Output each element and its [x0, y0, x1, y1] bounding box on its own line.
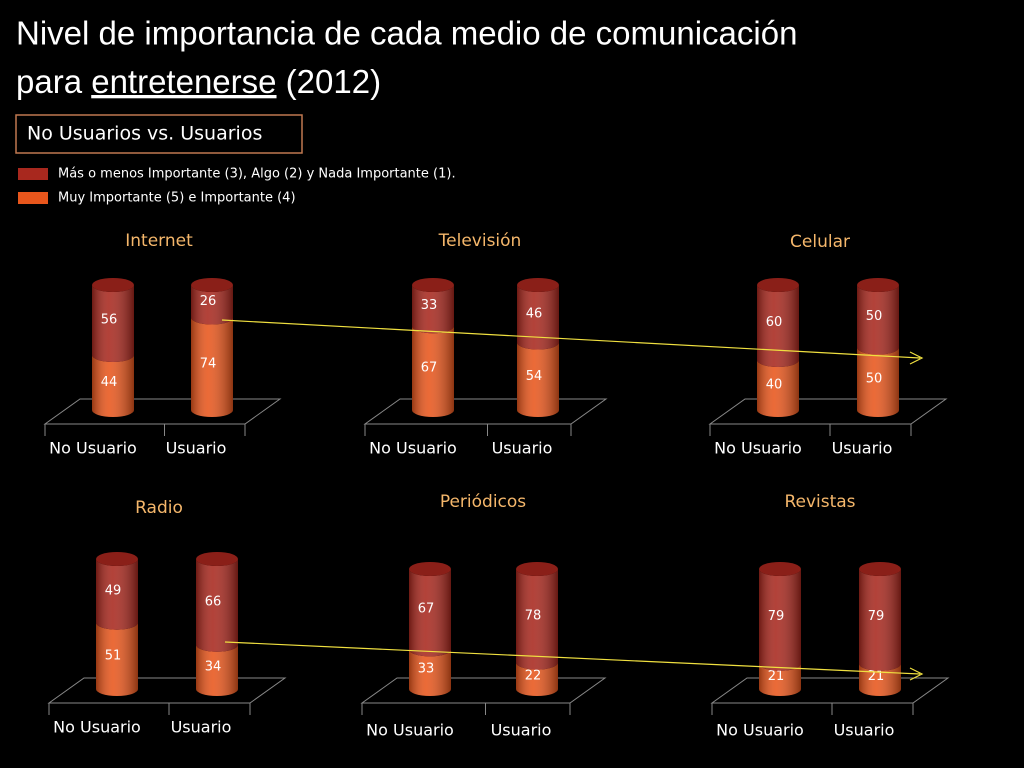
bar-shade [96, 559, 138, 630]
bar-shade [196, 644, 238, 696]
chart-title: Celular [790, 232, 850, 252]
bar-shade [516, 662, 558, 696]
x-tick-label: No Usuario [53, 718, 141, 737]
floor [360, 677, 607, 704]
legend-label: Muy Importante (5) e Importante (4) [58, 191, 296, 206]
chart-title: Radio [135, 498, 183, 518]
value-label: 21 [768, 669, 785, 684]
chart-title: Periódicos [440, 492, 526, 512]
title-part: para [16, 63, 91, 100]
bar-shade [759, 663, 801, 696]
trend-arrow [224, 641, 921, 675]
value-label: 51 [105, 648, 122, 663]
subtitle-box [15, 114, 303, 154]
floor [710, 677, 950, 704]
chart-title: Televisión [438, 231, 522, 251]
bar-cap [412, 278, 454, 292]
bar-shade [196, 559, 238, 652]
x-tick-label: No Usuario [49, 439, 137, 458]
value-label: 34 [205, 659, 222, 674]
chart-title: Revistas [784, 492, 855, 512]
x-tick-label: No Usuario [366, 721, 454, 740]
value-label: 54 [526, 369, 543, 384]
title-line-1: Nivel de importancia de cada medio de co… [16, 15, 797, 52]
bar-cap [516, 562, 558, 576]
value-label: 22 [525, 668, 542, 683]
bar-shade [516, 569, 558, 670]
legend-swatch [18, 192, 48, 204]
arrow-head [909, 351, 924, 365]
bar-shade [759, 569, 801, 671]
x-tick-label: Usuario [834, 721, 895, 740]
floor [708, 398, 948, 425]
bar-shade [517, 342, 559, 417]
trend-arrow [221, 319, 921, 359]
floor [47, 677, 287, 704]
x-tick-label: Usuario [171, 718, 232, 737]
bar-shade [412, 285, 454, 334]
title-emphasis: entretenerse [91, 63, 276, 100]
value-label: 50 [866, 371, 883, 386]
value-label: 67 [418, 602, 435, 617]
legend-label: Más o menos Importante (3), Algo (2) y N… [58, 167, 456, 182]
bar-cap [409, 562, 451, 576]
x-tick-label: Usuario [832, 439, 893, 458]
value-label: 79 [768, 609, 785, 624]
bar-shade [757, 285, 799, 367]
value-label: 26 [200, 294, 217, 309]
floor [363, 398, 608, 425]
value-label: 56 [101, 313, 118, 328]
value-label: 60 [766, 315, 783, 330]
value-label: 74 [200, 356, 217, 371]
value-label: 67 [421, 361, 438, 376]
value-label: 78 [525, 608, 542, 623]
bar-shade [191, 317, 233, 417]
value-label: 49 [105, 583, 122, 598]
bar-shade [859, 569, 901, 671]
bar-shade [757, 360, 799, 417]
value-label: 46 [526, 306, 543, 321]
floor [43, 398, 282, 425]
bar-cap [759, 562, 801, 576]
bar-shade [857, 285, 899, 355]
x-tick-label: Usuario [166, 439, 227, 458]
value-label: 50 [866, 309, 883, 324]
legend-swatch [18, 168, 48, 180]
x-tick-label: No Usuario [716, 721, 804, 740]
value-label: 66 [205, 594, 222, 609]
bar-shade [92, 285, 134, 362]
title-line-2: para entretenerse (2012) [16, 63, 381, 100]
bar-cap [757, 278, 799, 292]
value-label: 33 [418, 662, 435, 677]
x-tick-label: No Usuario [369, 439, 457, 458]
bar-cap [857, 278, 899, 292]
value-label: 40 [766, 378, 783, 393]
bar-shade [517, 285, 559, 350]
value-label: 79 [868, 609, 885, 624]
bar-cap [191, 278, 233, 292]
x-tick-label: Usuario [492, 439, 553, 458]
bar-shade [412, 326, 454, 417]
x-tick-label: Usuario [491, 721, 552, 740]
bar-shade [409, 569, 451, 657]
bar-cap [859, 562, 901, 576]
bar-shade [191, 285, 233, 325]
bar-shade [857, 347, 899, 417]
chart-title: Internet [125, 231, 193, 251]
arrow-head [909, 667, 924, 681]
bar-cap [96, 552, 138, 566]
value-label: 44 [101, 375, 118, 390]
bar-cap [196, 552, 238, 566]
title-part: (2012) [277, 63, 382, 100]
bar-cap [517, 278, 559, 292]
bar-shade [409, 649, 451, 696]
bar-shade [92, 355, 134, 417]
value-label: 33 [421, 298, 438, 313]
subtitle: No Usuarios vs. Usuarios [27, 123, 262, 145]
bar-cap [92, 278, 134, 292]
bar-shade [96, 622, 138, 696]
x-tick-label: No Usuario [714, 439, 802, 458]
